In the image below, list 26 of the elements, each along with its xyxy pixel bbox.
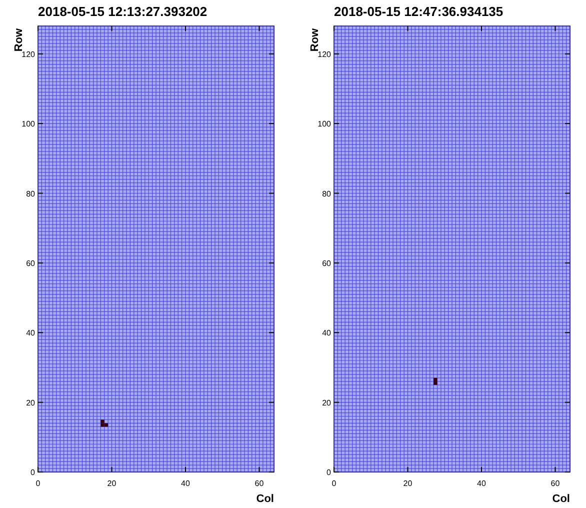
y-tick-label: 80	[322, 189, 332, 198]
chart-title: 2018-05-15 12:47:36.934135	[334, 4, 504, 19]
x-tick-label: 20	[403, 479, 413, 488]
x-tick-label: 60	[550, 479, 560, 488]
y-tick-label: 60	[26, 258, 36, 268]
y-axis-title: Row	[309, 28, 321, 52]
y-tick-label: 80	[26, 189, 36, 198]
y-tick-label: 60	[322, 258, 332, 268]
y-tick-label: 120	[22, 50, 36, 59]
x-tick-label: 60	[254, 479, 264, 488]
x-tick-label: 40	[181, 479, 190, 488]
x-tick-label: 40	[477, 479, 486, 488]
y-tick-label: 40	[322, 328, 332, 338]
y-tick-label: 20	[26, 398, 36, 408]
x-axis-title: Col	[256, 493, 274, 505]
chart-title: 2018-05-15 12:13:27.393202	[38, 4, 208, 19]
y-tick-label: 0	[326, 468, 332, 477]
x-axis-title: Col	[552, 493, 570, 505]
y-tick-label: 20	[322, 398, 332, 408]
x-tick-label: 20	[107, 479, 117, 488]
y-tick-label: 40	[26, 328, 36, 338]
y-axis-title: Row	[13, 28, 25, 52]
y-tick-label: 0	[30, 468, 36, 477]
y-tick-label: 100	[318, 120, 332, 129]
y-tick-label: 120	[318, 50, 332, 59]
y-tick-label: 100	[22, 120, 36, 129]
